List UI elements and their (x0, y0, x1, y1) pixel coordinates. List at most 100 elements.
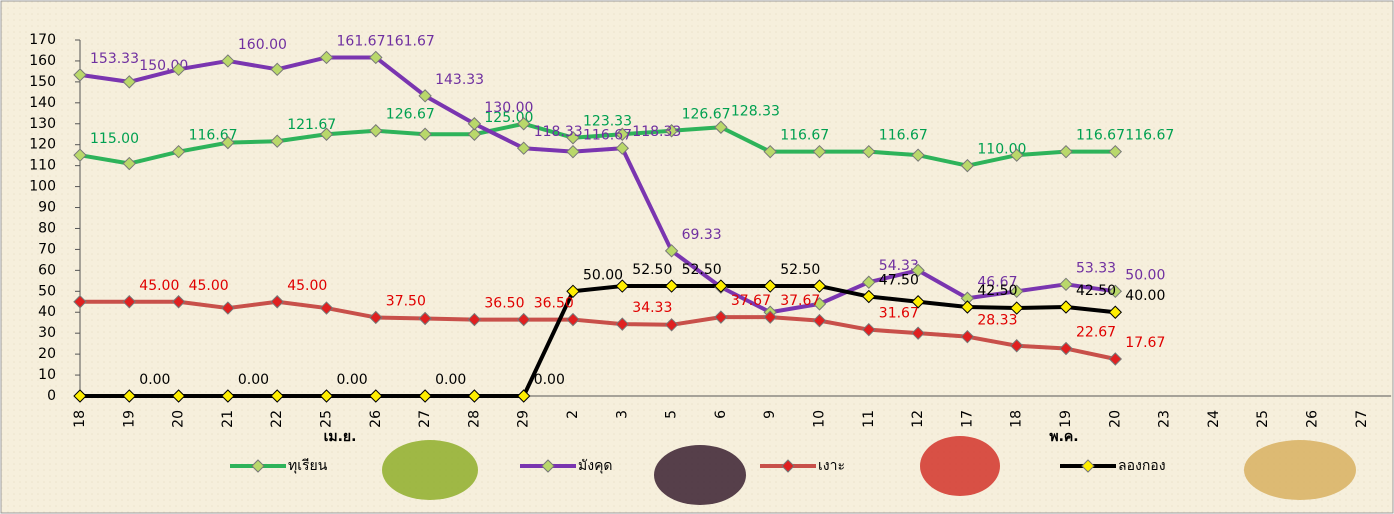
y-tick-label: 50 (38, 283, 56, 299)
fruit-icon (654, 445, 746, 505)
value-label: 52.50 (780, 262, 820, 278)
value-label: 128.33 (731, 103, 780, 119)
value-label: 153.33 (90, 51, 139, 67)
value-label: 22.67 (1076, 325, 1116, 341)
value-label: 50.00 (1125, 267, 1165, 283)
x-tick-label: 3 (614, 410, 630, 419)
value-label: 0.00 (238, 372, 269, 388)
x-tick-label: 23 (1157, 410, 1173, 428)
month-label: พ.ค. (1049, 429, 1078, 445)
background (1, 1, 1393, 513)
y-tick-label: 110 (29, 158, 56, 174)
value-label: 126.67 (682, 107, 731, 123)
y-tick-label: 80 (38, 220, 56, 236)
y-tick-label: 70 (38, 241, 56, 257)
value-label: 37.50 (386, 293, 426, 309)
x-tick-label: 5 (664, 410, 680, 419)
x-tick-label: 6 (713, 410, 729, 419)
fruit-icon (920, 436, 1000, 496)
y-tick-label: 140 (29, 95, 56, 111)
x-tick-label: 24 (1206, 410, 1222, 428)
value-label: 42.50 (1076, 283, 1116, 299)
value-label: 17.67 (1125, 335, 1165, 351)
value-label: 0.00 (435, 372, 466, 388)
value-label: 160.00 (238, 37, 287, 53)
x-tick-label: 11 (861, 410, 877, 428)
value-label: 126.67 (386, 107, 435, 123)
value-label: 115.00 (90, 131, 139, 147)
x-tick-label: 2 (565, 410, 581, 419)
value-label: 116.67 (780, 128, 829, 144)
x-tick-label: 18 (1009, 410, 1025, 428)
value-label: 143.33 (435, 72, 484, 88)
value-label: 116.67 (1076, 128, 1125, 144)
value-label: 36.50 (484, 296, 524, 312)
legend-label: เงาะ (818, 458, 845, 474)
x-tick-label: 21 (220, 410, 236, 428)
value-label: 116.67 (1125, 128, 1174, 144)
x-tick-label: 20 (171, 410, 187, 428)
x-tick-label: 25 (1255, 410, 1271, 428)
x-tick-label: 9 (762, 410, 778, 419)
value-label: 34.33 (632, 300, 672, 316)
value-label: 0.00 (337, 372, 368, 388)
y-tick-label: 20 (38, 346, 56, 362)
x-tick-label: 26 (368, 410, 384, 428)
x-tick-label: 28 (466, 410, 482, 428)
value-label: 116.67 (879, 128, 928, 144)
y-tick-label: 60 (38, 262, 56, 278)
value-label: 31.67 (879, 306, 919, 322)
x-tick-label: 29 (516, 410, 532, 428)
y-tick-label: 10 (38, 367, 56, 383)
value-label: 52.50 (632, 262, 672, 278)
fruit-icon (382, 440, 478, 500)
y-tick-label: 120 (29, 137, 56, 153)
x-tick-label: 19 (1058, 410, 1074, 428)
value-label: 130.00 (484, 100, 533, 116)
x-tick-label: 25 (319, 410, 335, 428)
fruit-icon (1244, 440, 1356, 500)
value-label: 37.67 (780, 293, 820, 309)
x-tick-label: 19 (121, 410, 137, 428)
legend-label: ลองกอง (1118, 458, 1166, 474)
value-label: 161.67 (386, 33, 435, 49)
y-tick-label: 30 (38, 325, 56, 341)
value-label: 45.00 (287, 278, 327, 294)
y-tick-label: 100 (29, 179, 56, 195)
y-tick-label: 130 (29, 116, 56, 132)
y-tick-label: 40 (38, 304, 56, 320)
x-tick-label: 27 (417, 410, 433, 428)
x-tick-label: 17 (959, 410, 975, 428)
value-label: 28.33 (977, 313, 1017, 329)
y-tick-label: 90 (38, 200, 56, 216)
x-tick-label: 12 (910, 410, 926, 428)
x-tick-label: 20 (1107, 410, 1123, 428)
value-label: 118.33 (632, 124, 681, 140)
value-label: 161.67 (337, 33, 386, 49)
x-tick-label: 18 (72, 410, 88, 428)
value-label: 0.00 (139, 372, 170, 388)
value-label: 69.33 (682, 227, 722, 243)
x-tick-label: 27 (1354, 410, 1370, 428)
value-label: 118.33 (534, 124, 583, 140)
x-tick-label: 26 (1305, 410, 1321, 428)
y-tick-label: 160 (29, 53, 56, 69)
chart: เม.ย. พ.ค. 01020304050607080901001101201… (0, 0, 1394, 514)
value-label: 50.00 (583, 267, 623, 283)
legend-label: ทุเรียน (288, 458, 328, 474)
value-label: 45.00 (139, 278, 179, 294)
value-label: 53.33 (1076, 260, 1116, 276)
value-label: 116.67 (583, 128, 632, 144)
month-label: เม.ย. (324, 429, 357, 445)
y-tick-label: 170 (29, 32, 56, 48)
value-label: 37.67 (731, 293, 771, 309)
legend-label: มังคุด (578, 458, 613, 474)
value-label: 36.50 (534, 296, 574, 312)
value-label: 40.00 (1125, 288, 1165, 304)
value-label: 52.50 (682, 262, 722, 278)
value-label: 0.00 (534, 372, 565, 388)
x-tick-label: 22 (269, 410, 285, 428)
value-label: 47.50 (879, 273, 919, 289)
value-label: 45.00 (189, 278, 229, 294)
y-tick-label: 150 (29, 74, 56, 90)
